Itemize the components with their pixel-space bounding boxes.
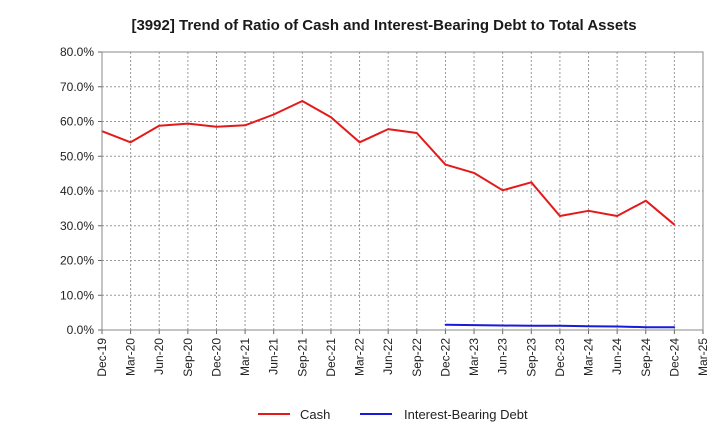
data-point xyxy=(559,215,561,217)
x-tick-label: Dec-21 xyxy=(324,338,338,377)
x-axis-ticks: Dec-19 Mar-20 Jun-20 Sep-20 Dec-20 Mar-21 Jun-… xyxy=(95,330,710,377)
data-point xyxy=(215,125,218,128)
data-point xyxy=(444,323,447,326)
data-point xyxy=(530,325,533,327)
y-axis-ticks: 0.0% 10.0% 20.0% 30.0% 40.0% 50.0% 60.0% 70.0% 8… xyxy=(60,45,102,337)
data-point xyxy=(244,124,246,127)
y-tick-label: 30.0% xyxy=(60,219,94,233)
y-tick-label: 60.0% xyxy=(60,115,94,129)
legend: Cash Interest-Bearing Debt xyxy=(258,407,528,422)
x-tick-label: Sep-23 xyxy=(524,338,538,377)
data-point xyxy=(330,116,332,119)
data-point xyxy=(559,325,561,327)
x-tick-label: Jun-20 xyxy=(152,338,166,375)
x-tick-label: Dec-24 xyxy=(667,338,681,377)
x-tick-label: Sep-21 xyxy=(295,338,309,377)
x-tick-label: Dec-19 xyxy=(95,338,109,377)
x-tick-label: Jun-23 xyxy=(496,338,510,375)
legend-label: Cash xyxy=(300,407,330,422)
x-tick-label: Mar-21 xyxy=(238,338,252,376)
y-tick-label: 50.0% xyxy=(60,149,94,163)
plot-area-frame xyxy=(101,51,704,331)
series-line-cash xyxy=(101,100,676,226)
y-tick-label: 0.0% xyxy=(67,323,95,337)
x-tick-label: Sep-24 xyxy=(639,338,653,377)
series-lines xyxy=(101,100,676,329)
data-point xyxy=(301,100,304,102)
data-point xyxy=(187,122,189,125)
legend-label: Interest-Bearing Debt xyxy=(404,407,528,422)
data-point xyxy=(530,181,533,184)
data-point xyxy=(501,324,504,327)
x-tick-label: Jun-21 xyxy=(267,338,281,375)
x-tick-label: Sep-22 xyxy=(410,338,424,377)
data-point xyxy=(473,172,475,174)
data-point xyxy=(616,325,618,328)
data-point xyxy=(272,113,275,116)
y-tick-label: 10.0% xyxy=(60,288,94,302)
data-point xyxy=(587,325,590,327)
y-tick-label: 80.0% xyxy=(60,45,94,59)
x-tick-label: Jun-24 xyxy=(610,338,624,375)
data-point xyxy=(501,189,504,192)
data-point xyxy=(673,326,676,329)
x-tick-label: Dec-23 xyxy=(553,338,567,377)
y-tick-label: 40.0% xyxy=(60,184,94,198)
data-point xyxy=(587,210,590,212)
y-tick-label: 70.0% xyxy=(60,80,94,94)
chart-title: [3992] Trend of Ratio of Cash and Intere… xyxy=(131,17,636,34)
data-point xyxy=(158,124,161,127)
x-tick-label: Jun-22 xyxy=(381,338,395,375)
x-tick-label: Dec-20 xyxy=(209,338,223,377)
grid-lines xyxy=(101,51,704,331)
data-point xyxy=(129,141,132,144)
data-point xyxy=(444,163,447,166)
data-point xyxy=(473,324,475,326)
data-point xyxy=(673,223,676,226)
data-point xyxy=(416,132,418,134)
data-point xyxy=(644,199,647,202)
y-tick-label: 20.0% xyxy=(60,254,94,268)
x-tick-label: Mar-23 xyxy=(467,338,481,376)
x-tick-label: Mar-20 xyxy=(124,338,138,376)
data-point xyxy=(387,128,389,130)
data-point xyxy=(358,141,361,144)
x-tick-label: Dec-22 xyxy=(438,338,452,377)
x-tick-label: Mar-25 xyxy=(696,338,710,376)
x-tick-label: Sep-20 xyxy=(181,338,195,377)
x-tick-label: Mar-24 xyxy=(582,338,596,376)
x-tick-label: Mar-22 xyxy=(353,338,367,376)
data-point xyxy=(644,326,647,329)
data-point xyxy=(616,215,618,217)
